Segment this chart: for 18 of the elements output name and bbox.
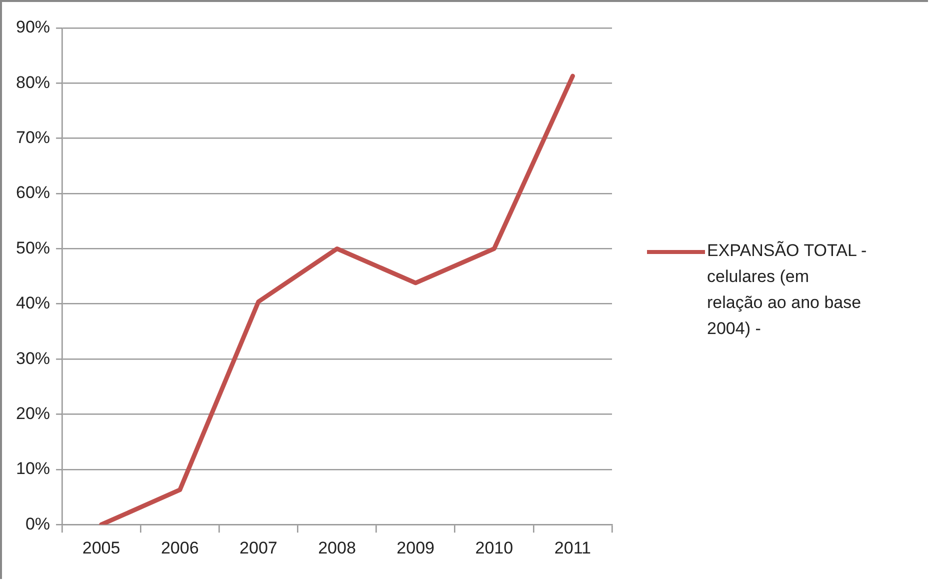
x-tick-label: 2007 [240,538,278,558]
y-tick-label: 70% [16,128,50,148]
x-tick-label: 2005 [82,538,120,558]
legend-label: EXPANSÃO TOTAL - celulares (em relação ao ano base 2004) - [707,240,867,340]
y-tick-label: 90% [16,18,50,37]
x-tick-label: 2008 [318,538,356,558]
x-tick-label: 2009 [396,538,434,558]
y-tick-label: 50% [16,238,50,258]
y-tick-label: 40% [16,294,50,313]
x-tick-label: 2010 [475,538,514,558]
y-tick-label: 0% [25,514,50,534]
y-tick-label: 20% [16,404,50,423]
x-tick-label: 2006 [160,538,199,558]
y-tick-label: 80% [16,72,50,92]
y-tick-label: 30% [16,348,50,368]
y-tick-label: 60% [16,183,50,202]
y-tick-label: 10% [16,459,50,478]
x-tick-label: 2011 [554,538,591,558]
